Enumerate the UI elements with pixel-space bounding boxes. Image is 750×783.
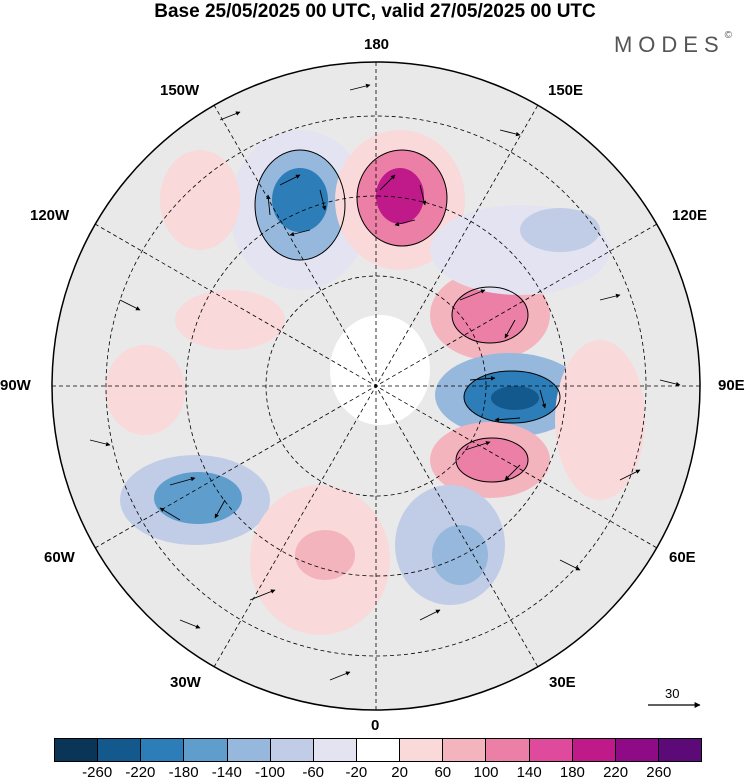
colorbar-tick-label: 180 bbox=[559, 764, 585, 781]
lon-label-60w: 60W bbox=[44, 549, 75, 566]
colorbar-swatch bbox=[312, 739, 356, 761]
anomaly-light-lows bbox=[430, 205, 610, 295]
colorbar-tick-label: -180 bbox=[168, 764, 199, 781]
colorbar-swatch bbox=[97, 739, 141, 761]
lon-label-90e: 90E bbox=[718, 377, 745, 394]
modes-logo: MODES© bbox=[613, 29, 732, 57]
map-title: Base 25/05/2025 00 UTC, valid 27/05/2025… bbox=[154, 1, 596, 22]
colorbar-swatch bbox=[614, 739, 658, 761]
colorbar-swatch bbox=[355, 739, 400, 761]
colorbar-tick-label: 260 bbox=[646, 764, 672, 781]
lon-label-150w: 150W bbox=[160, 82, 200, 99]
colorbar-tick-label: 220 bbox=[603, 764, 629, 781]
colorbar-tick-label: -60 bbox=[302, 764, 325, 781]
lon-label-90w: 90W bbox=[0, 377, 31, 394]
colorbar-swatch bbox=[226, 739, 270, 761]
anomaly-low-europe bbox=[395, 485, 505, 605]
graticule bbox=[52, 62, 700, 710]
lon-label-60e: 60E bbox=[669, 549, 696, 566]
lon-label-0: 0 bbox=[371, 717, 380, 734]
neutral-cap bbox=[330, 315, 430, 425]
colorbar bbox=[54, 738, 702, 762]
colorbar-tick-label: -100 bbox=[254, 764, 286, 781]
colorbar-tick-label: 60 bbox=[434, 764, 452, 781]
colorbar-tick-label: -20 bbox=[345, 764, 368, 781]
lon-label-120e: 120E bbox=[672, 207, 708, 224]
colorbar-swatch bbox=[528, 739, 572, 761]
contour-lines bbox=[254, 149, 561, 483]
colorbar-swatch bbox=[399, 739, 443, 761]
anomaly-low-west-siberia bbox=[435, 353, 585, 437]
colorbar-tick-label: -220 bbox=[125, 764, 156, 781]
colorbar-tick-label: -140 bbox=[211, 764, 242, 781]
lon-label-120w: 120W bbox=[30, 207, 70, 224]
colorbar-tick-label: 100 bbox=[473, 764, 499, 781]
colorbar-swatch bbox=[55, 739, 98, 761]
colorbar-tick-label: 140 bbox=[516, 764, 542, 781]
anomaly-high-canada bbox=[105, 150, 645, 500]
lon-label-150e: 150E bbox=[548, 82, 584, 99]
colorbar-swatch bbox=[485, 739, 529, 761]
map-boundary bbox=[51, 61, 701, 711]
anomaly-low-east-us bbox=[120, 455, 270, 545]
anomaly-high-kazakhstan bbox=[430, 422, 550, 498]
lon-label-30e: 30E bbox=[549, 674, 576, 691]
wind-vectors bbox=[89, 83, 681, 681]
reference-vector-label: 30 bbox=[665, 686, 680, 701]
colorbar-swatch bbox=[657, 739, 702, 761]
colorbar-swatch bbox=[183, 739, 227, 761]
colorbar-swatch bbox=[442, 739, 486, 761]
colorbar-swatch bbox=[571, 739, 615, 761]
lon-label-180: 180 bbox=[364, 36, 390, 53]
colorbar-swatch bbox=[140, 739, 184, 761]
colorbar-tick-label: -260 bbox=[82, 764, 113, 781]
lon-label-30w: 30W bbox=[170, 674, 201, 691]
colorbar-tick-label: 20 bbox=[391, 764, 408, 781]
anomaly-high-atlantic bbox=[250, 485, 390, 635]
colorbar-swatch bbox=[269, 739, 313, 761]
anomaly-high-bering bbox=[335, 130, 465, 270]
